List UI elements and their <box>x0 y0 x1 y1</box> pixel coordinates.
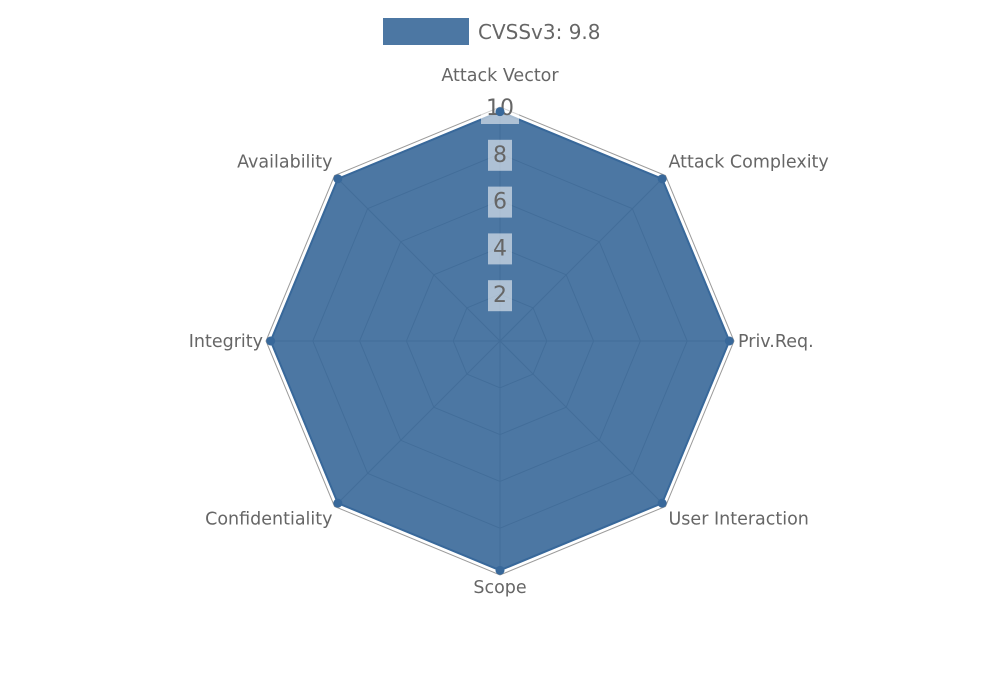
data-point-scope <box>495 565 505 575</box>
data-point-confidentiality <box>333 498 343 508</box>
axis-label-attack-complexity: Attack Complexity <box>669 153 829 173</box>
tick-label-6: 6 <box>493 190 507 215</box>
tick-backdrop-2 <box>488 280 512 312</box>
axis-label-availability: Availability <box>237 153 332 173</box>
data-points <box>266 107 734 575</box>
legend-label: CVSSv3: 9.8 <box>478 19 601 44</box>
data-point-availability <box>333 174 343 184</box>
tick-backdrop-4 <box>488 233 512 265</box>
data-point-integrity <box>266 336 276 346</box>
data-point-attack-vector <box>495 107 505 117</box>
tick-backdrop-8 <box>488 139 512 171</box>
data-point-attack-complexity <box>657 174 667 184</box>
legend-swatch <box>383 18 469 45</box>
tick-backdrops <box>481 93 519 312</box>
tick-backdrop-6 <box>488 186 512 218</box>
data-point-priv-req <box>724 336 734 346</box>
axis-label-confidentiality: Confidentiality <box>205 510 332 530</box>
axis-labels: Attack Vector Attack Complexity Priv.Req. U… <box>189 66 829 598</box>
tick-label-8: 8 <box>493 143 507 168</box>
data-point-user-interaction <box>657 498 667 508</box>
tick-label-4: 4 <box>493 236 507 261</box>
axis-label-priv-req: Priv.Req. <box>738 332 814 352</box>
chart-legend[interactable]: CVSSv3: 9.8 <box>383 18 601 45</box>
axis-label-attack-vector: Attack Vector <box>441 66 559 86</box>
tick-label-2: 2 <box>493 283 507 308</box>
axis-label-user-interaction: User Interaction <box>669 510 809 530</box>
axis-label-scope: Scope <box>473 578 526 598</box>
axis-label-integrity: Integrity <box>189 332 263 352</box>
